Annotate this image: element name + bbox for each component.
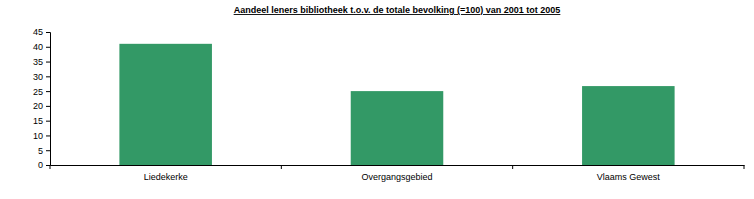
y-tick: 5 bbox=[38, 146, 50, 156]
bar bbox=[582, 86, 675, 165]
bars bbox=[119, 44, 674, 165]
x-separator bbox=[50, 165, 51, 169]
y-tick: 45 bbox=[33, 27, 50, 37]
x-separator bbox=[744, 165, 745, 169]
bar bbox=[119, 44, 212, 165]
x-tick: Liedekerke bbox=[144, 165, 188, 182]
y-tick-label: 30 bbox=[33, 72, 43, 82]
x-axis-line bbox=[51, 165, 745, 166]
x-axis: Liedekerke Overgangsgebied Vlaams Gewest bbox=[51, 165, 745, 182]
chart: Aandeel leners bibliotheek t.o.v. de tot… bbox=[0, 0, 754, 199]
y-tick-label: 0 bbox=[38, 160, 43, 170]
y-axis: 0 5 10 15 20 25 30 35 40 45 bbox=[33, 27, 51, 170]
y-tick-mark bbox=[46, 62, 50, 63]
y-tick: 30 bbox=[33, 72, 50, 82]
y-tick-label: 40 bbox=[33, 42, 43, 52]
y-tick-mark bbox=[46, 106, 50, 107]
y-tick-label: 5 bbox=[38, 146, 43, 156]
y-tick-mark bbox=[46, 47, 50, 48]
x-separators bbox=[50, 165, 744, 169]
y-tick: 20 bbox=[33, 101, 50, 111]
x-tick-label: Vlaams Gewest bbox=[597, 172, 661, 182]
y-tick-label: 10 bbox=[33, 131, 43, 141]
y-tick-mark bbox=[46, 91, 50, 92]
y-tick: 25 bbox=[33, 86, 50, 96]
x-separator bbox=[281, 165, 282, 169]
x-tick-label: Overgangsgebied bbox=[361, 172, 432, 182]
y-tick: 15 bbox=[33, 116, 50, 126]
y-tick-mark bbox=[46, 32, 50, 33]
title: Aandeel leners bibliotheek t.o.v. de tot… bbox=[234, 5, 561, 15]
y-tick-mark bbox=[46, 76, 50, 77]
y-tick-label: 20 bbox=[33, 101, 43, 111]
bar bbox=[351, 91, 444, 165]
x-tick: Vlaams Gewest bbox=[597, 165, 661, 182]
y-tick: 35 bbox=[33, 57, 50, 67]
y-tick-mark bbox=[46, 121, 50, 122]
y-tick-mark bbox=[46, 165, 50, 166]
x-tick: Overgangsgebied bbox=[361, 165, 432, 182]
y-tick-label: 25 bbox=[33, 86, 43, 96]
y-axis-line bbox=[46, 33, 51, 166]
y-tick-label: 35 bbox=[33, 57, 43, 67]
y-tick: 40 bbox=[33, 42, 50, 52]
x-tick-label: Liedekerke bbox=[144, 172, 188, 182]
y-tick-label: 45 bbox=[33, 27, 43, 37]
x-separator bbox=[512, 165, 513, 169]
y-tick: 0 bbox=[38, 160, 50, 170]
y-tick-mark bbox=[46, 150, 50, 151]
y-tick: 10 bbox=[33, 131, 50, 141]
y-tick-label: 15 bbox=[33, 116, 43, 126]
y-tick-mark bbox=[46, 135, 50, 136]
